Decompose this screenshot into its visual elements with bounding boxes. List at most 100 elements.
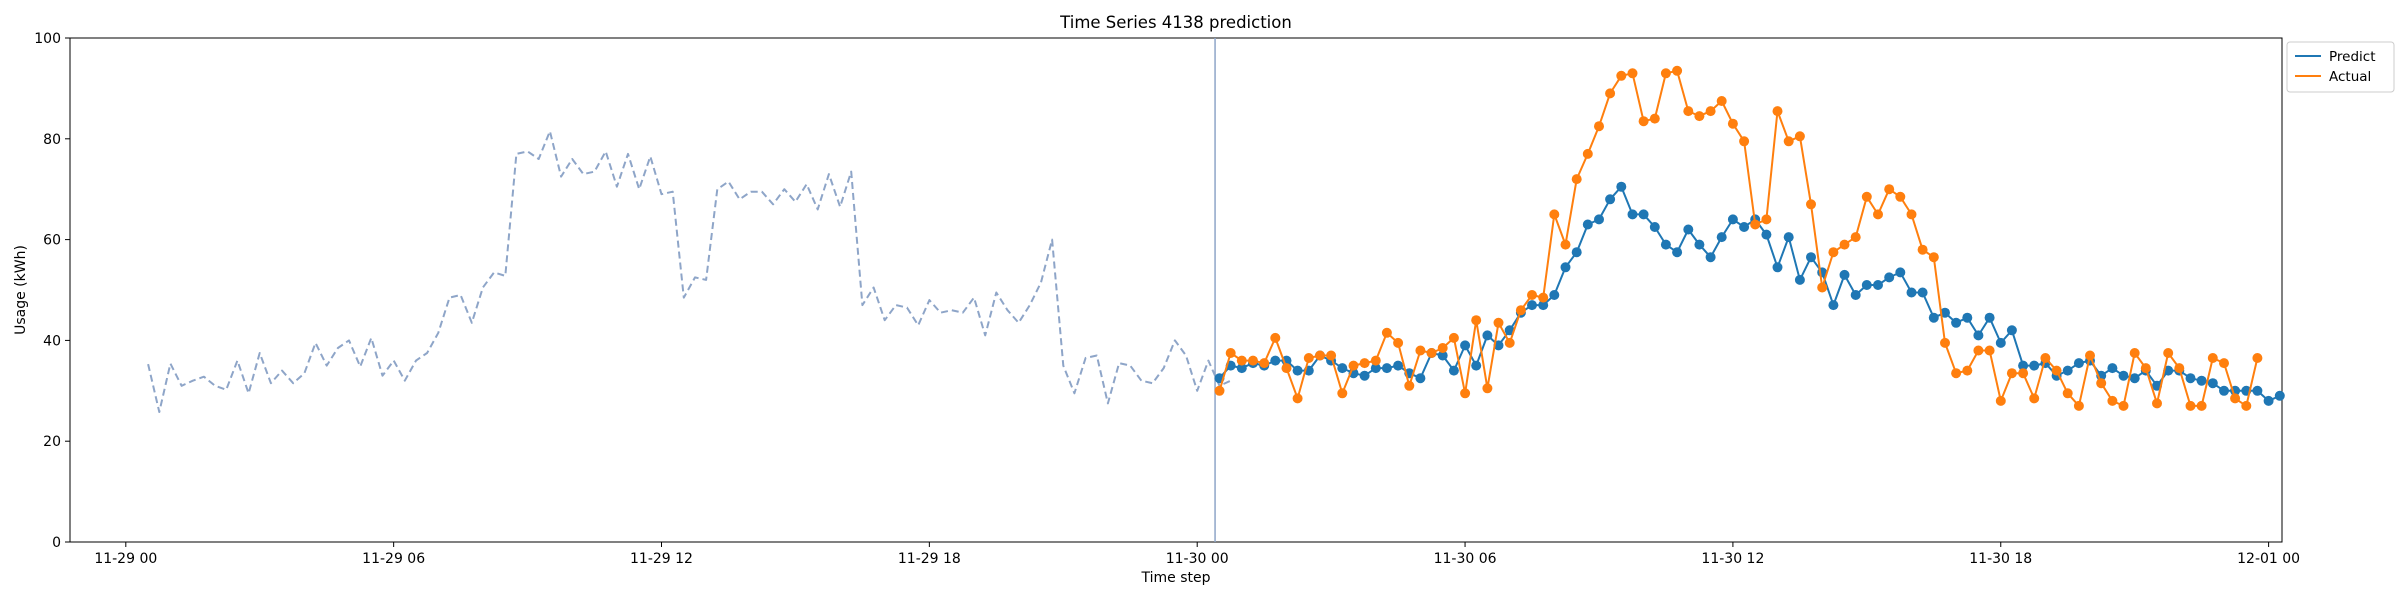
actual-point	[1303, 353, 1314, 363]
actual-point	[2196, 400, 2207, 411]
prediction-point	[1783, 232, 1794, 243]
actual-point	[2219, 358, 2229, 369]
actual-point	[1582, 148, 1593, 159]
prediction-point	[1973, 330, 1984, 341]
prediction-point	[1839, 269, 1850, 280]
actual-point	[1783, 136, 1794, 147]
prediction-point	[1649, 222, 1660, 232]
actual-point	[1638, 116, 1649, 127]
actual-point	[1672, 65, 1683, 76]
actual-point	[1739, 136, 1750, 147]
x-axis-title: Time step	[1141, 570, 1211, 586]
actual-point	[1504, 337, 1515, 348]
y-tick-label: 0	[52, 535, 61, 551]
y-tick-label: 100	[34, 31, 61, 47]
prediction-point	[1962, 312, 1973, 323]
actual-point	[1839, 239, 1850, 250]
actual-point	[1705, 106, 1716, 117]
prediction-point	[1895, 267, 1906, 278]
actual-point	[1337, 388, 1348, 399]
actual-point	[1248, 355, 1258, 366]
prediction-point	[1571, 247, 1582, 258]
actual-point	[1471, 315, 1482, 326]
actual-point	[1605, 88, 1616, 99]
prediction-point	[1806, 252, 1816, 263]
actual-point	[1850, 232, 1861, 243]
legend-label-actual: Actual	[2329, 69, 2371, 85]
actual-point	[1448, 332, 1459, 343]
prediction-point	[1705, 252, 1716, 263]
prediction-point	[1940, 307, 1950, 318]
actual-point	[1683, 106, 1694, 117]
actual-series-line	[1218, 69, 2259, 407]
prediction-point	[2274, 390, 2285, 401]
actual-point	[1527, 290, 1537, 300]
actual-point	[1973, 345, 1984, 356]
actual-point	[1861, 191, 1872, 202]
prediction-point	[2185, 373, 2196, 384]
actual-point	[2118, 400, 2129, 411]
x-tick-label: 12-01 00	[2237, 551, 2300, 567]
actual-point	[1493, 317, 1504, 328]
actual-point	[1482, 383, 1493, 394]
prediction-point	[1549, 290, 1560, 300]
prediction-point	[2073, 358, 2084, 369]
actual-point	[1571, 174, 1582, 185]
actual-point	[1750, 219, 1761, 230]
actual-point	[2051, 365, 2062, 376]
prediction-point	[1694, 239, 1705, 250]
prediction-point	[1482, 330, 1493, 341]
actual-point	[1270, 332, 1281, 343]
legend-label-predict: Predict	[2329, 49, 2376, 65]
prediction-point	[1917, 287, 1928, 298]
x-tick-label: 11-29 18	[898, 551, 961, 567]
prediction-point	[1660, 239, 1671, 250]
prediction-point	[2219, 385, 2229, 396]
prediction-point	[1794, 274, 1805, 285]
prediction-point	[2062, 365, 2073, 376]
prediction-point	[2118, 370, 2129, 381]
actual-point	[2029, 393, 2040, 404]
actual-point	[1292, 393, 1303, 404]
actual-point	[1225, 348, 1236, 358]
actual-point	[1962, 365, 1973, 376]
x-tick-label: 11-29 06	[362, 551, 425, 567]
actual-point	[2096, 378, 2107, 389]
prediction-point	[1928, 312, 1939, 323]
actual-point	[1694, 111, 1705, 122]
x-tick-label: 11-30 12	[1701, 551, 1764, 567]
actual-point	[2129, 348, 2140, 358]
prediction-point	[1337, 363, 1348, 374]
actual-point	[2018, 368, 2029, 379]
prediction-point	[1236, 363, 1247, 374]
legend-box	[2286, 41, 2395, 93]
legend: Predict Actual	[2286, 41, 2395, 93]
x-tick-label: 11-30 00	[1166, 551, 1229, 567]
prediction-point	[2252, 385, 2263, 396]
y-tick-label: 40	[43, 333, 61, 349]
actual-point	[1660, 68, 1671, 79]
actual-point	[1761, 214, 1772, 225]
prediction-point	[1672, 247, 1683, 258]
y-tick-label: 20	[43, 434, 61, 450]
actual-point	[1281, 363, 1292, 374]
actual-point	[1649, 113, 1660, 124]
actual-point	[2085, 350, 2095, 361]
prediction-point	[1727, 214, 1738, 225]
x-tick-label: 11-29 00	[94, 551, 157, 567]
prediction-point	[1437, 350, 1448, 361]
actual-point	[1817, 282, 1828, 293]
actual-point	[2207, 353, 2218, 363]
prediction-point	[1538, 300, 1549, 311]
actual-point	[1884, 184, 1895, 195]
actual-point	[1348, 360, 1359, 371]
actual-point	[2185, 400, 2196, 411]
actual-point	[1236, 355, 1247, 366]
prediction-point	[1594, 214, 1604, 225]
prediction-point	[1471, 360, 1482, 371]
actual-point	[1794, 131, 1805, 142]
x-tick-label: 11-30 06	[1434, 551, 1497, 567]
prediction-point	[1448, 365, 1459, 376]
prediction-point	[2018, 360, 2029, 371]
